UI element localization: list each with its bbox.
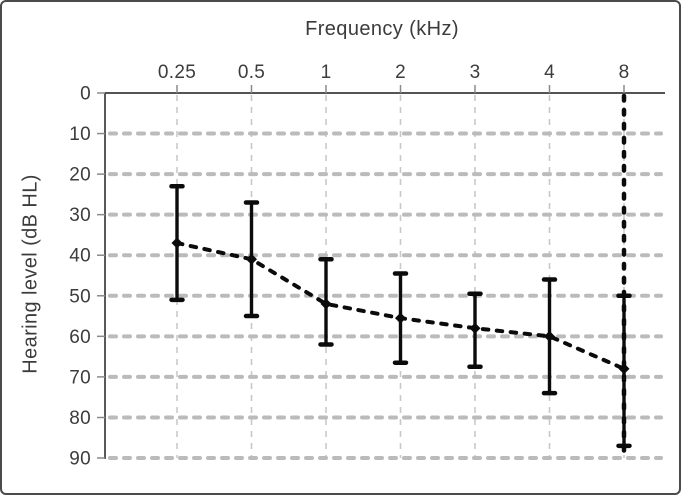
y-axis-title: Hearing level (dB HL) [19,174,42,374]
y-tick-labels: 0 10 20 30 40 50 60 70 80 90 [69,84,91,470]
diamond-marker [544,330,555,342]
y-tick-label: 30 [69,205,91,226]
horizontal-gridlines [108,131,663,460]
x-tick-label: 1 [321,62,332,83]
x-tick-label: 4 [544,62,555,83]
x-tick-label: 3 [470,62,481,83]
diamond-marker [171,237,183,249]
x-tick-labels: 0.25 0.5 1 2 3 4 8 [158,62,630,83]
y-tick-label: 20 [69,165,91,186]
y-tick-label: 50 [69,286,91,307]
axes [97,85,665,459]
y-tick-label: 90 [69,449,91,470]
y-tick-label: 40 [69,246,91,267]
y-tick-label: 10 [69,124,91,145]
data-markers [171,237,630,375]
diamond-marker [395,312,406,324]
x-tick-label: 0.5 [238,62,265,83]
y-tick-label: 0 [80,84,91,105]
y-tick-label: 70 [69,367,91,388]
y-tick-label: 80 [69,408,91,429]
diamond-marker [618,363,630,375]
x-tick-label: 0.25 [158,62,196,83]
diamond-marker [469,322,481,334]
diamond-marker [320,298,332,310]
x-axis-title: Frequency (kHz) [305,18,459,40]
x-tick-label: 8 [619,62,630,83]
error-bars [169,184,632,449]
diamond-marker [246,253,257,265]
x-tick-label: 2 [395,62,406,83]
y-tick-label: 60 [69,327,91,348]
